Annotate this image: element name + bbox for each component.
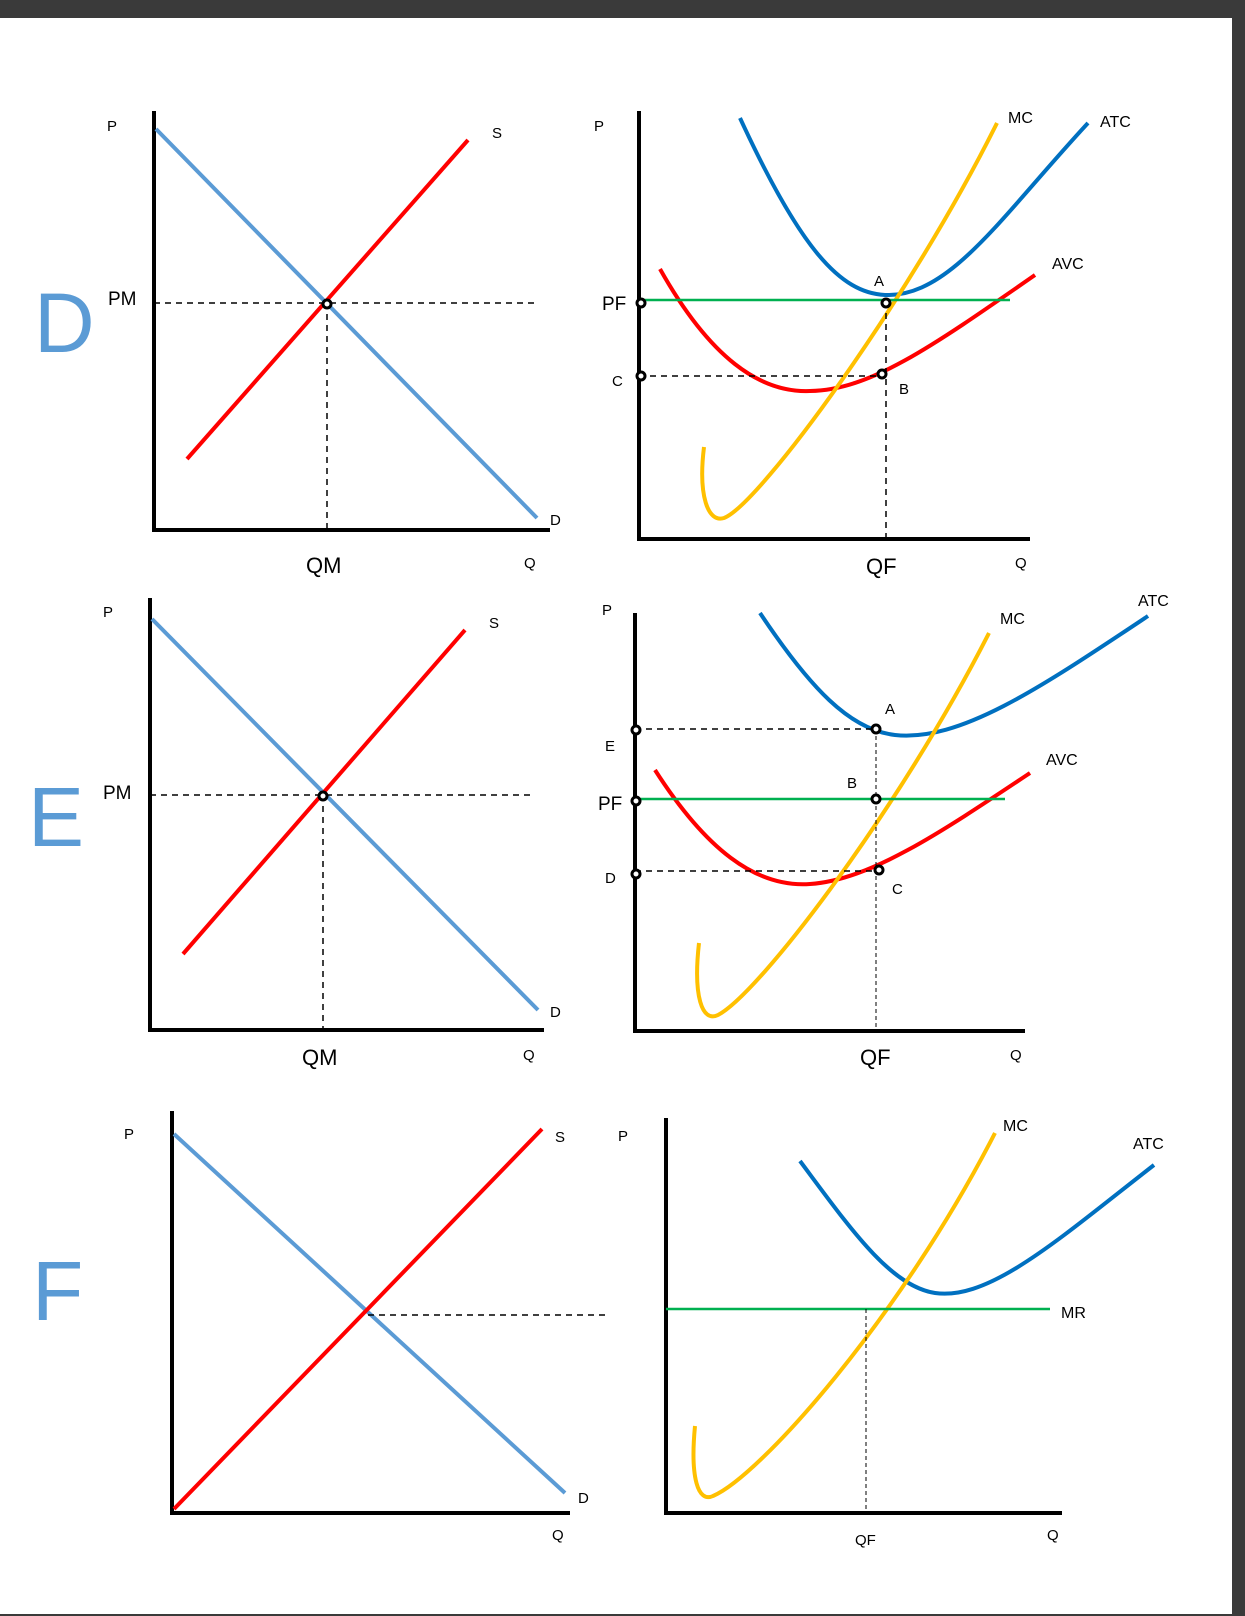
section-letter: F <box>32 1244 83 1338</box>
quantity-axis-label: Q <box>1010 1047 1022 1064</box>
point-a-label: A <box>874 273 884 290</box>
firm-quantity-label: QF <box>855 1532 876 1549</box>
demand-label: D <box>550 512 561 529</box>
demand-label: D <box>578 1490 589 1507</box>
demand-curve <box>172 1132 567 1495</box>
market-quantity-label: QM <box>306 553 341 578</box>
point-b <box>876 368 888 380</box>
market-graph-e: P S PM D QM Q <box>103 598 561 1070</box>
mc-curve <box>700 122 999 521</box>
page: D P S PM D QM Q <box>0 18 1232 1614</box>
section-letter: E <box>28 770 84 864</box>
mc-label: MC <box>1008 110 1033 127</box>
atc-label: ATC <box>1138 593 1169 610</box>
price-axis-label: P <box>618 1128 628 1145</box>
cost-label: C <box>612 373 623 390</box>
atc-curve <box>758 611 1150 738</box>
supply-label: S <box>492 125 502 142</box>
demand-label: D <box>550 1004 561 1021</box>
avc-curve <box>658 268 1037 394</box>
point-a-label: A <box>885 701 895 718</box>
market-quantity-label: QM <box>302 1045 337 1070</box>
avc-curve <box>653 768 1032 887</box>
firm-quantity-label: QF <box>866 554 897 579</box>
price-axis-point <box>635 297 647 309</box>
price-axis-label: P <box>103 604 113 621</box>
cost-axis-point <box>635 370 647 382</box>
demand-curve <box>154 127 539 520</box>
point-b-label: B <box>847 775 857 792</box>
atc-curve <box>738 117 1090 298</box>
atc-label: ATC <box>1100 114 1131 131</box>
mc-curve <box>691 1132 997 1500</box>
supply-curve <box>172 1127 544 1511</box>
equilibrium-point <box>321 298 333 310</box>
supply-label: S <box>555 1129 565 1146</box>
quantity-axis-label: Q <box>1015 555 1027 572</box>
firm-price-label: PF <box>602 294 626 315</box>
firm-graph-d: P MC ATC AVC A PF C B QF Q <box>594 110 1131 579</box>
mc-curve <box>695 632 991 1019</box>
price-axis-label: P <box>107 118 117 135</box>
quantity-axis-label: Q <box>523 1047 535 1064</box>
point-c-label: C <box>892 881 903 898</box>
market-price-label: PM <box>103 783 132 804</box>
point-a <box>870 723 882 735</box>
firm-price-label: PF <box>598 794 622 815</box>
quantity-axis-label: Q <box>552 1527 564 1544</box>
point-c <box>873 864 885 876</box>
market-graph-f: P S D Q <box>124 1111 610 1544</box>
market-price-label: PM <box>108 289 137 310</box>
avc-label: AVC <box>1046 752 1078 769</box>
equilibrium-point <box>317 790 329 802</box>
supply-label: S <box>489 615 499 632</box>
atc-curve <box>798 1159 1156 1296</box>
mc-label: MC <box>1003 1118 1028 1135</box>
firm-graph-f: P MC ATC MR QF Q <box>618 1118 1164 1549</box>
atc-label: ATC <box>1133 1136 1164 1153</box>
price-axis-label: P <box>124 1126 134 1143</box>
section-letter: D <box>34 276 95 370</box>
point-b-label: B <box>899 381 909 398</box>
section-d: D P S PM D QM Q <box>34 110 1131 579</box>
quantity-axis-label: Q <box>524 555 536 572</box>
mc-label: MC <box>1000 611 1025 628</box>
level-e-label: E <box>605 738 615 755</box>
section-e: E P S PM D QM Q <box>28 593 1169 1070</box>
level-d-label: D <box>605 870 616 887</box>
mr-label: MR <box>1061 1305 1086 1322</box>
point-b <box>870 793 882 805</box>
section-f: F P S D Q P MC ATC MR QF Q <box>32 1111 1164 1549</box>
firm-quantity-label: QF <box>860 1045 891 1070</box>
point-a <box>880 297 892 309</box>
demand-curve <box>150 617 540 1012</box>
quantity-axis-label: Q <box>1047 1527 1059 1544</box>
level-d-axis-point <box>630 868 642 880</box>
firm-graph-e: P MC ATC AVC A E B PF D C QF Q <box>598 593 1169 1070</box>
price-axis-label: P <box>594 118 604 135</box>
price-axis-point <box>630 795 642 807</box>
level-e-axis-point <box>630 724 642 736</box>
market-graph-d: P S PM D QM Q <box>107 111 561 578</box>
diagram-canvas: D P S PM D QM Q <box>28 110 1169 1549</box>
avc-label: AVC <box>1052 256 1084 273</box>
price-axis-label: P <box>602 602 612 619</box>
